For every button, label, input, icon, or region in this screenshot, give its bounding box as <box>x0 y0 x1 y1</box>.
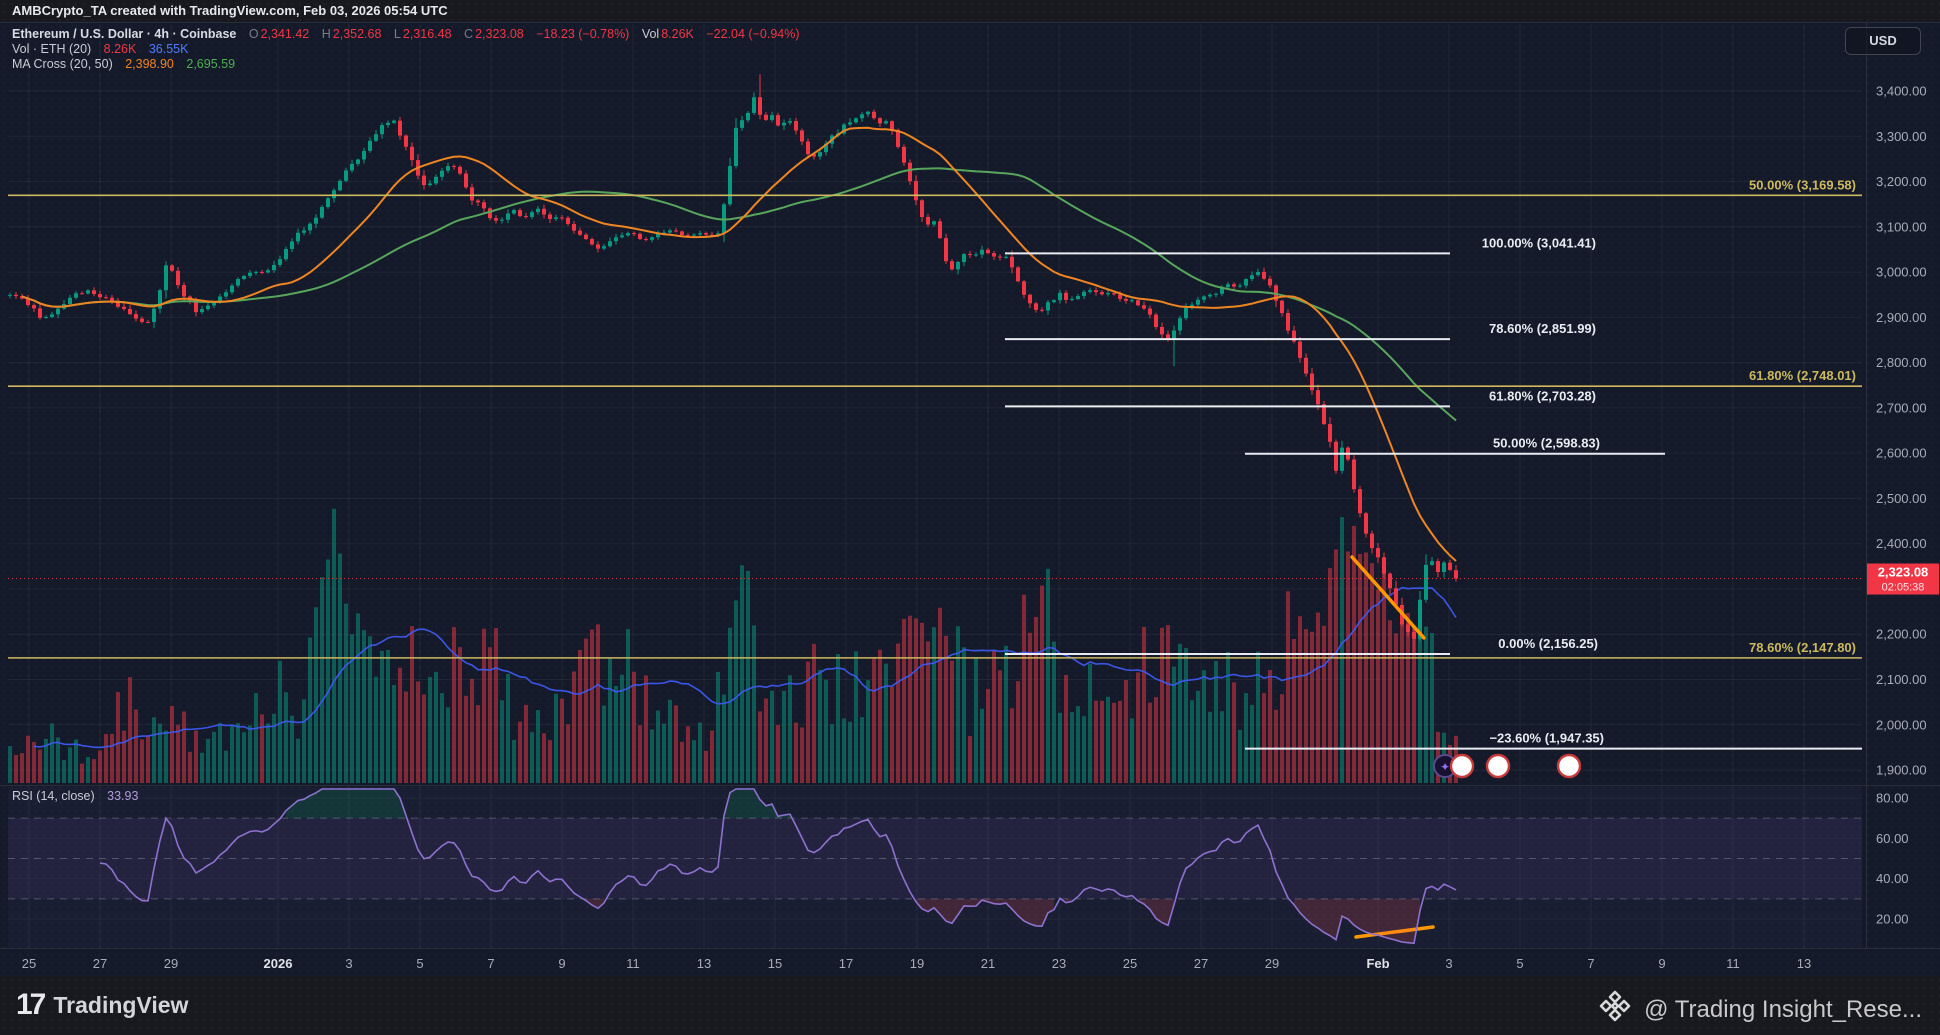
svg-text:−23.60% (1,947.35): −23.60% (1,947.35) <box>1489 731 1604 746</box>
svg-text:9: 9 <box>558 956 565 971</box>
volume-indicator-title[interactable]: Vol · ETH (20) <box>12 42 92 56</box>
volume-indicator-value: 8.26K <box>103 42 137 56</box>
volume-ma-value: 36.55K <box>148 42 189 56</box>
open-value: 2,341.42 <box>260 27 310 41</box>
svg-text:02:05:38: 02:05:38 <box>1882 582 1925 594</box>
tradingview-wordmark: TradingView <box>53 991 189 1018</box>
ma20-value: 2,398.90 <box>125 57 174 71</box>
svg-text:50.00% (2,598.83): 50.00% (2,598.83) <box>1493 436 1600 451</box>
tradingview-logo-icon: 17 <box>16 988 46 1021</box>
svg-text:5: 5 <box>1516 956 1523 971</box>
svg-text:25: 25 <box>22 956 36 971</box>
top-watermark: AMBCrypto_TA created with TradingView.co… <box>12 3 448 18</box>
svg-text:2,323.08: 2,323.08 <box>1878 565 1929 580</box>
high-value: 2,352.68 <box>332 27 382 41</box>
svg-text:78.60% (2,147.80): 78.60% (2,147.80) <box>1749 640 1856 655</box>
svg-text:27: 27 <box>1194 956 1208 971</box>
svg-text:11: 11 <box>1726 956 1740 971</box>
svg-text:27: 27 <box>93 956 107 971</box>
footer-bar: 17 TradingView @ Trading Insight_Rese... <box>0 975 1940 1035</box>
svg-text:61.80% (2,703.28): 61.80% (2,703.28) <box>1489 388 1596 403</box>
svg-text:40.00: 40.00 <box>1876 871 1909 886</box>
svg-text:25: 25 <box>1123 956 1137 971</box>
author-credit: @ Trading Insight_Rese... <box>1598 989 1922 1030</box>
close-value: 2,323.08 <box>475 27 524 41</box>
svg-text:78.60% (2,851.99): 78.60% (2,851.99) <box>1489 321 1596 336</box>
open-label: O <box>248 27 259 41</box>
diamond-icon <box>1598 989 1632 1030</box>
svg-text:19: 19 <box>910 956 924 971</box>
svg-text:60.00: 60.00 <box>1876 831 1909 846</box>
low-label: L <box>393 27 401 41</box>
high-label: H <box>321 27 331 41</box>
svg-text:2026: 2026 <box>264 956 293 971</box>
credit-text: @ Trading Insight_Rese... <box>1644 995 1922 1023</box>
svg-text:29: 29 <box>164 956 178 971</box>
svg-text:2,600.00: 2,600.00 <box>1876 446 1927 461</box>
close-label: C <box>464 27 474 41</box>
svg-text:3: 3 <box>1445 956 1452 971</box>
svg-text:23: 23 <box>1052 956 1066 971</box>
svg-text:2,200.00: 2,200.00 <box>1876 627 1927 642</box>
svg-text:100.00% (3,041.41): 100.00% (3,041.41) <box>1482 235 1596 250</box>
ma-cross-row[interactable]: MA Cross (20, 50) 2,398.90 2,695.59 <box>12 57 800 72</box>
change-value: −18.23 (−0.78%) <box>536 27 630 41</box>
svg-text:3,400.00: 3,400.00 <box>1876 84 1927 99</box>
symbol-title[interactable]: Ethereum / U.S. Dollar · 4h · Coinbase <box>12 27 237 41</box>
rsi-legend-row[interactable]: RSI (14, close) 33.93 <box>12 789 138 803</box>
svg-text:3,000.00: 3,000.00 <box>1876 265 1927 280</box>
svg-text:0.00% (2,156.25): 0.00% (2,156.25) <box>1498 636 1598 651</box>
svg-text:5: 5 <box>416 956 423 971</box>
svg-text:2,800.00: 2,800.00 <box>1876 355 1927 370</box>
svg-text:2,400.00: 2,400.00 <box>1876 536 1927 551</box>
svg-text:3,300.00: 3,300.00 <box>1876 129 1927 144</box>
tradingview-logo[interactable]: 17 TradingView <box>16 988 188 1022</box>
svg-text:11: 11 <box>626 956 640 971</box>
us-flag-event-icon[interactable] <box>1485 753 1511 779</box>
svg-text:9: 9 <box>1658 956 1665 971</box>
rsi-title[interactable]: RSI (14, close) <box>12 789 95 803</box>
indicator-legend: Ethereum / U.S. Dollar · 4h · Coinbase O… <box>12 27 800 72</box>
low-value: 2,316.48 <box>402 27 452 41</box>
svg-text:15: 15 <box>768 956 782 971</box>
svg-text:21: 21 <box>981 956 995 971</box>
current-price-label: 2,323.08 02:05:38 <box>1867 563 1939 595</box>
svg-text:80.00: 80.00 <box>1876 791 1909 806</box>
svg-text:3,100.00: 3,100.00 <box>1876 219 1927 234</box>
symbol-ohlc-row[interactable]: Ethereum / U.S. Dollar · 4h · Coinbase O… <box>12 27 800 42</box>
price-chart-canvas[interactable]: 50.00% (3,169.58) 100.00% (3,041.41) 78.60… <box>0 23 1940 976</box>
svg-text:Feb: Feb <box>1366 956 1389 971</box>
svg-text:3,200.00: 3,200.00 <box>1876 174 1927 189</box>
chart-area[interactable]: 50.00% (3,169.58) 100.00% (3,041.41) 78.60… <box>0 22 1940 976</box>
us-flag-event-icon[interactable] <box>1556 753 1582 779</box>
svg-text:2,500.00: 2,500.00 <box>1876 491 1927 506</box>
ma50-value: 2,695.59 <box>186 57 236 71</box>
volume-indicator-row[interactable]: Vol · ETH (20) 8.26K 36.55K <box>12 42 800 57</box>
vol-label: Vol <box>641 27 660 41</box>
svg-text:3: 3 <box>345 956 352 971</box>
us-flag-event-icon[interactable] <box>1449 753 1475 779</box>
svg-text:17: 17 <box>839 956 853 971</box>
vol-change-value: −22.04 (−0.94%) <box>706 27 800 41</box>
svg-text:29: 29 <box>1265 956 1279 971</box>
svg-text:20.00: 20.00 <box>1876 912 1909 927</box>
svg-text:61.80% (2,748.01): 61.80% (2,748.01) <box>1749 368 1856 383</box>
svg-text:13: 13 <box>1797 956 1811 971</box>
svg-text:50.00% (3,169.58): 50.00% (3,169.58) <box>1749 177 1856 192</box>
svg-text:2,900.00: 2,900.00 <box>1876 310 1927 325</box>
vol-value: 8.26K <box>661 27 694 41</box>
svg-text:2,700.00: 2,700.00 <box>1876 400 1927 415</box>
svg-text:2,000.00: 2,000.00 <box>1876 717 1927 732</box>
svg-text:1,900.00: 1,900.00 <box>1876 763 1927 778</box>
svg-text:2,100.00: 2,100.00 <box>1876 672 1927 687</box>
svg-text:13: 13 <box>697 956 711 971</box>
ma-cross-title[interactable]: MA Cross (20, 50) <box>12 57 113 71</box>
rsi-value: 33.93 <box>107 789 139 803</box>
svg-text:✦: ✦ <box>1440 760 1450 774</box>
svg-text:7: 7 <box>487 956 494 971</box>
svg-text:7: 7 <box>1587 956 1594 971</box>
currency-toggle-button[interactable]: USD <box>1845 27 1921 55</box>
